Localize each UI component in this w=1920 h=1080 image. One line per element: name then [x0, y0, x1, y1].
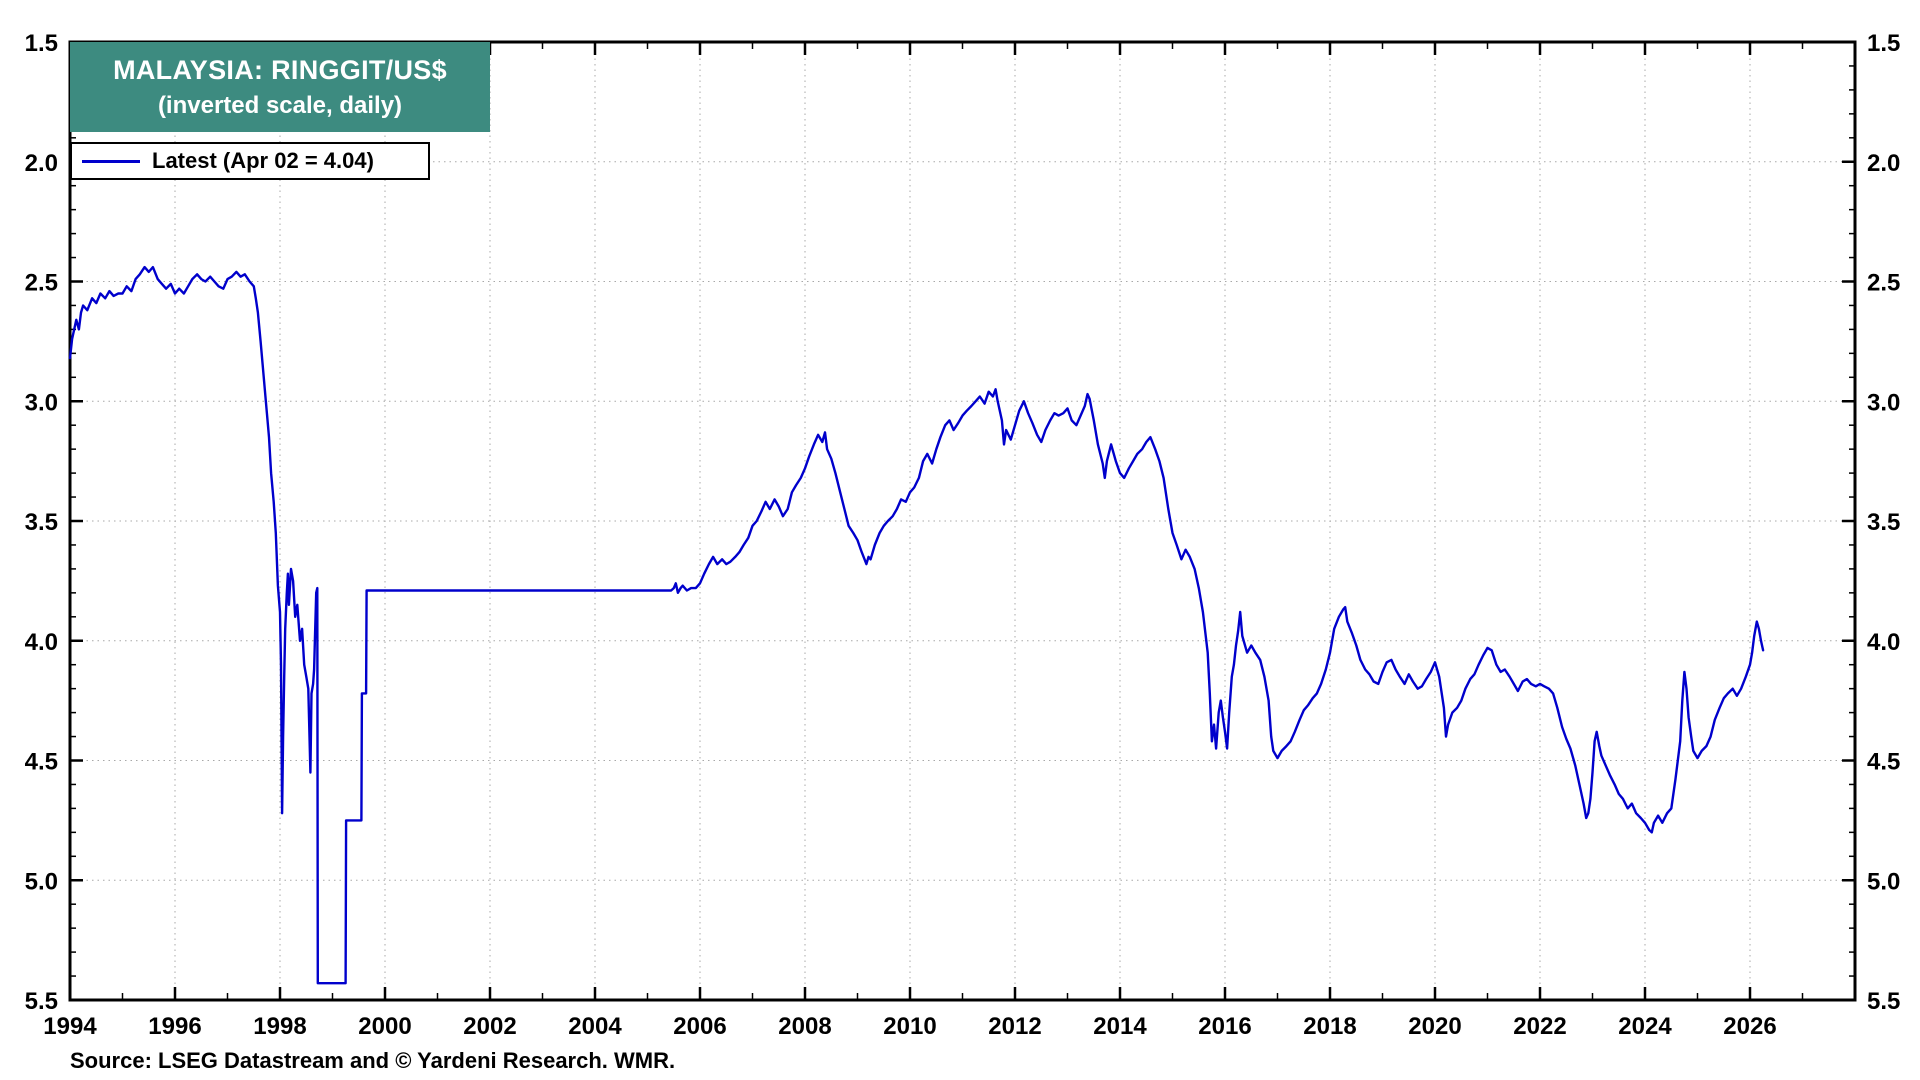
x-axis-label: 2004 — [568, 1013, 622, 1040]
y-axis-label-left: 3.0 — [25, 389, 58, 416]
y-axis-label-right: 4.5 — [1867, 749, 1900, 776]
chart-subtitle: (inverted scale, daily) — [157, 91, 403, 119]
plot-frame — [68, 40, 1857, 1002]
x-axis-label: 2010 — [883, 1013, 936, 1040]
y-axis-label-right: 5.0 — [1867, 868, 1900, 895]
y-axis-label-left: 4.5 — [25, 749, 58, 776]
x-axis-label: 2016 — [1198, 1013, 1251, 1040]
x-axis-label: 2022 — [1513, 1013, 1566, 1040]
legend: Latest (Apr 02 = 4.04) — [70, 142, 430, 180]
y-axis-label-right: 3.5 — [1867, 509, 1900, 536]
x-axis-label: 1998 — [253, 1013, 306, 1040]
x-axis-label: 1994 — [43, 1013, 97, 1040]
x-axis-label: 2008 — [778, 1013, 831, 1040]
x-axis-label: 2020 — [1408, 1013, 1461, 1040]
y-axis-label-right: 2.5 — [1867, 270, 1900, 297]
x-axis-label: 2026 — [1723, 1013, 1776, 1040]
y-axis-label-left: 2.0 — [25, 150, 58, 177]
exchange-rate-line — [68, 265, 1765, 985]
x-axis-label: 2000 — [358, 1013, 411, 1040]
legend-line-sample — [82, 159, 140, 163]
y-axis-label-right: 4.0 — [1867, 629, 1900, 656]
x-axis-label: 2024 — [1618, 1013, 1672, 1040]
y-axis-label-left: 5.0 — [25, 868, 58, 895]
y-axis-label-left: 1.5 — [25, 30, 58, 57]
y-axis-label-left: 3.5 — [25, 509, 58, 536]
x-axis-label: 2002 — [463, 1013, 516, 1040]
x-axis-label: 2014 — [1093, 1013, 1147, 1040]
y-axis-label-left: 2.5 — [25, 270, 58, 297]
x-axis-label: 2006 — [673, 1013, 726, 1040]
y-axis-label-left: 5.5 — [25, 988, 58, 1015]
y-axis-label-right: 1.5 — [1867, 30, 1900, 57]
y-axis-label-left: 4.0 — [25, 629, 58, 656]
source-note: Source: LSEG Datastream and © Yardeni Re… — [70, 1048, 676, 1073]
x-axis-label: 2018 — [1303, 1013, 1356, 1040]
legend-label: Latest (Apr 02 = 4.04) — [152, 148, 374, 173]
y-axis-label-right: 3.0 — [1867, 389, 1900, 416]
x-axis-label: 1996 — [148, 1013, 201, 1040]
y-axis-label-right: 5.5 — [1867, 988, 1900, 1015]
chart-title: MALAYSIA: RINGGIT/US$ — [113, 54, 447, 85]
y-axis-label-right: 2.0 — [1867, 150, 1900, 177]
x-axis-label: 2012 — [988, 1013, 1041, 1040]
chart-title-box: MALAYSIA: RINGGIT/US$ (inverted scale, d… — [70, 42, 490, 132]
